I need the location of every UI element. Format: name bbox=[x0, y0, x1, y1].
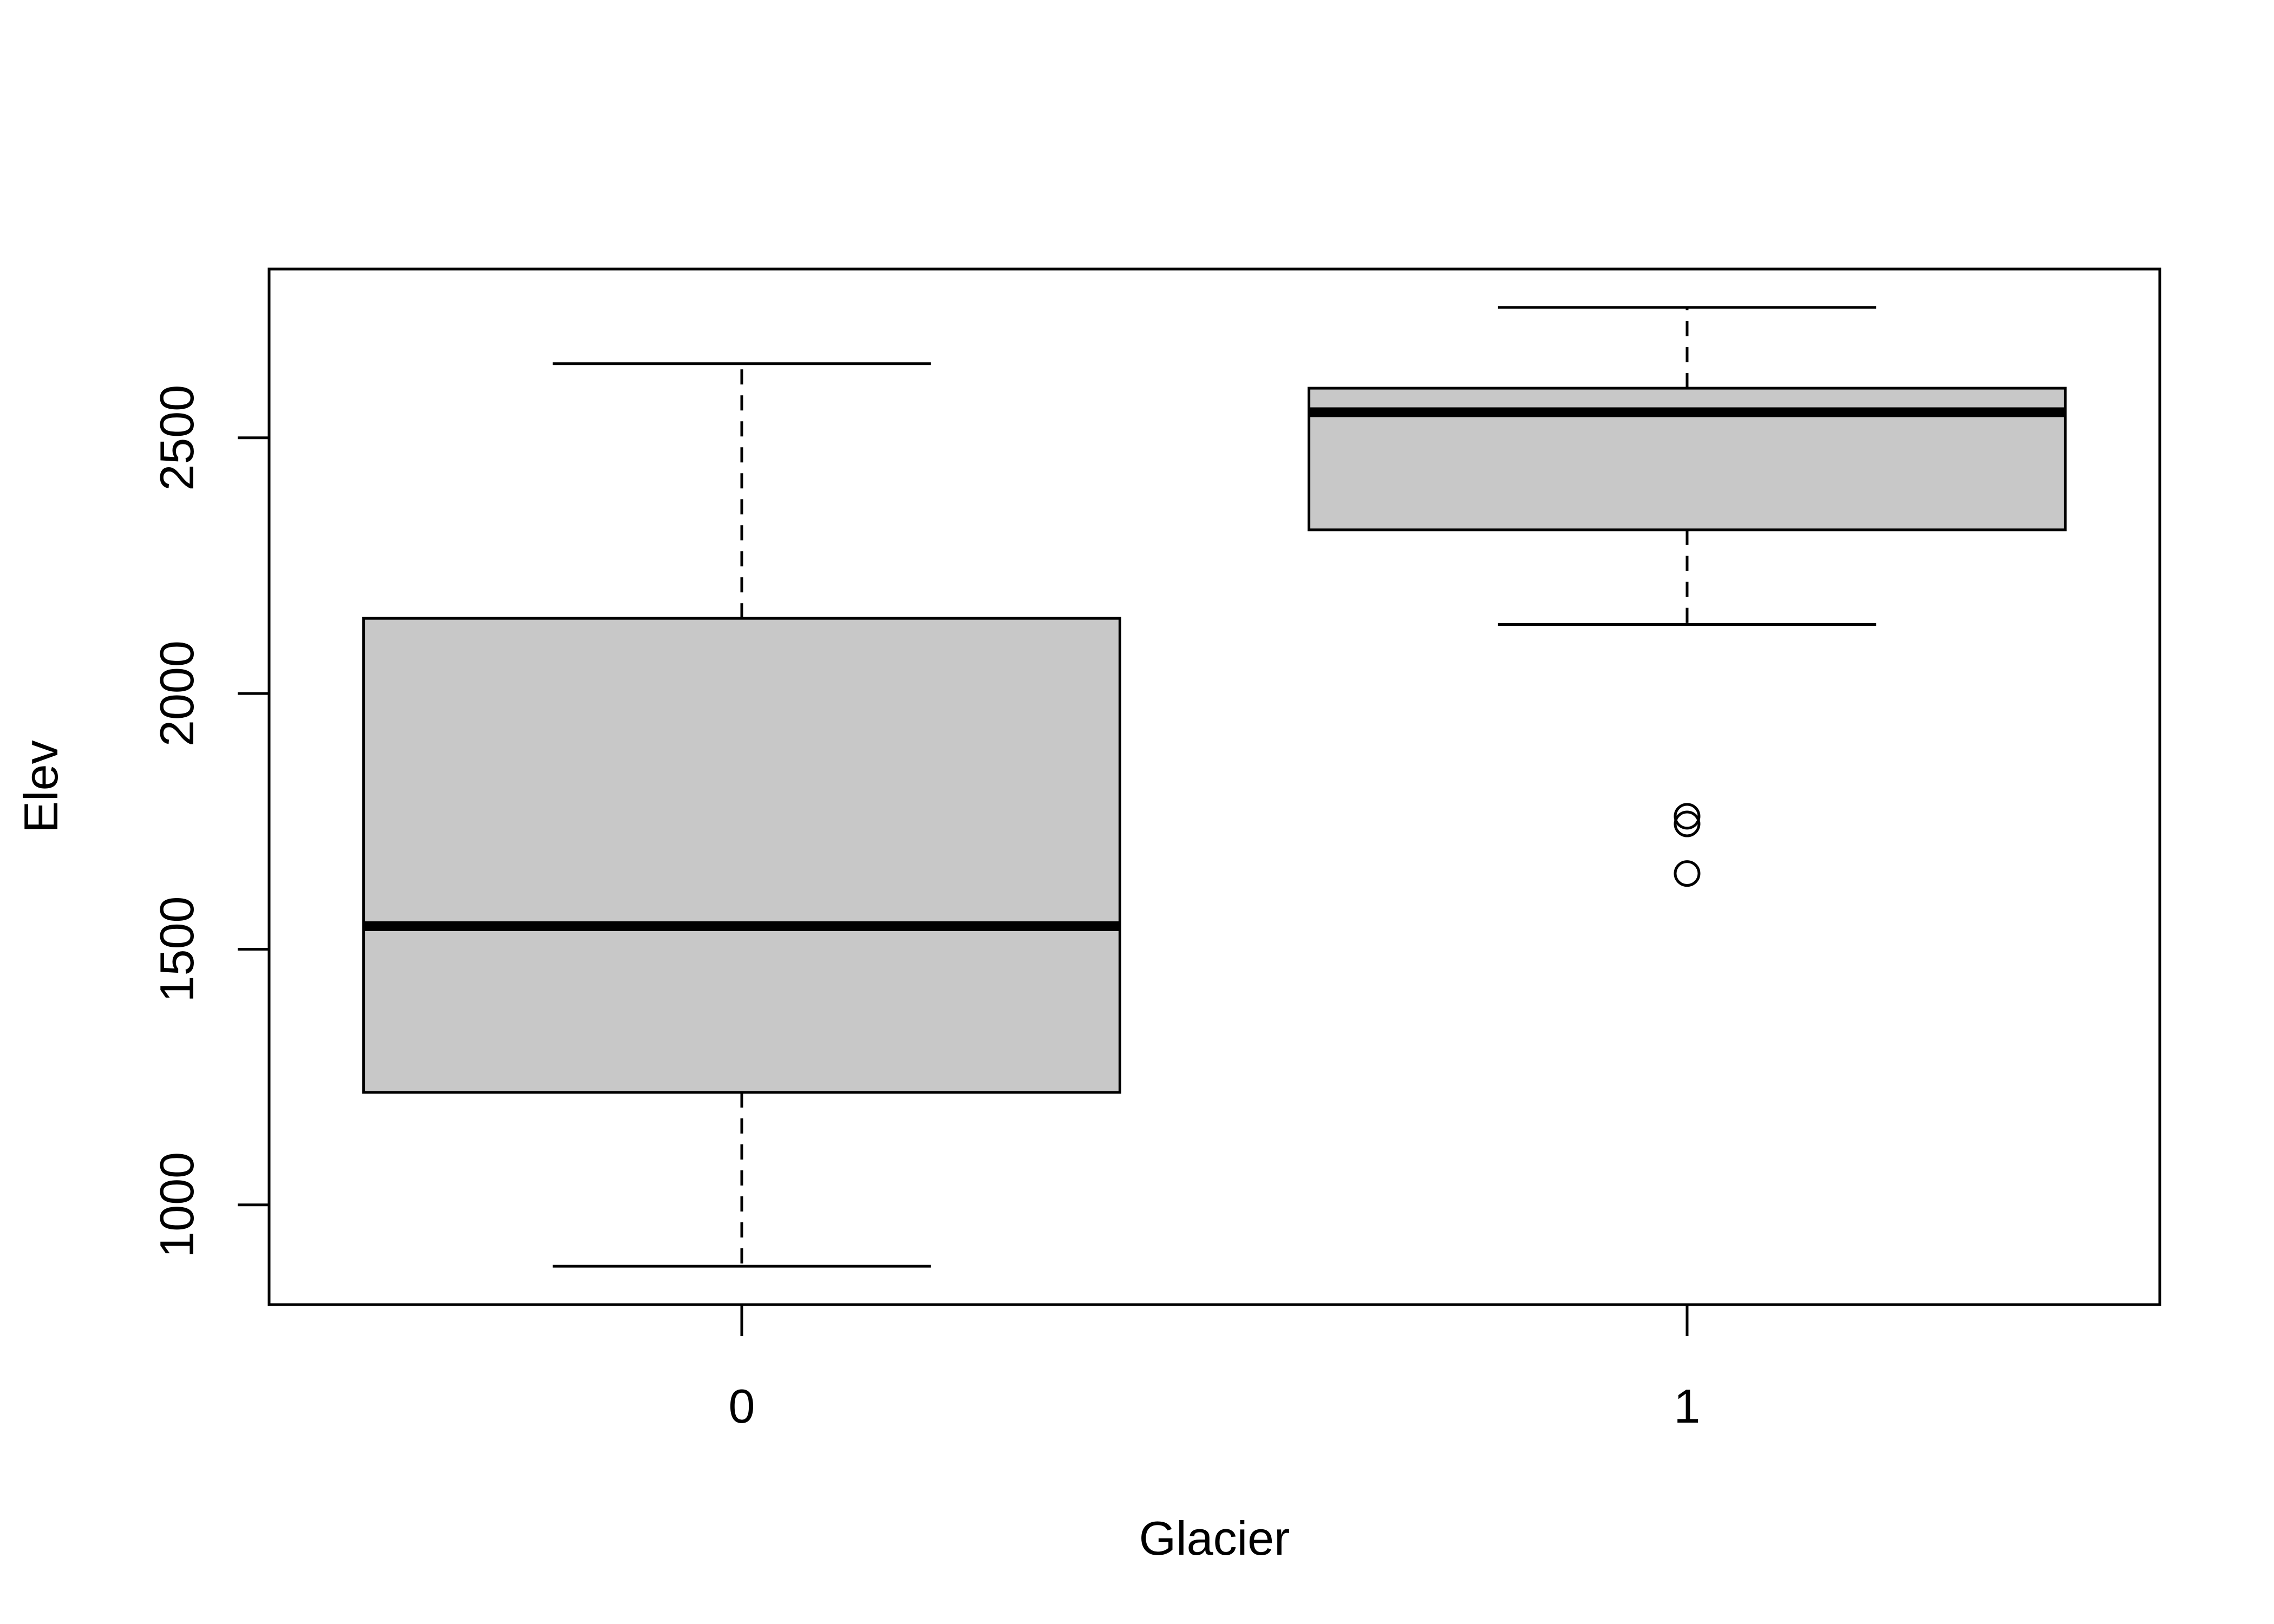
x-tick-label: 1 bbox=[1674, 1379, 1701, 1433]
outlier-point bbox=[1674, 810, 1701, 837]
box-group bbox=[362, 306, 2067, 1268]
x-tick-label: 0 bbox=[729, 1379, 755, 1433]
y-tick-label: 2500 bbox=[150, 385, 204, 491]
y-axis-title: Elev bbox=[14, 740, 68, 833]
x-axis-title: Glacier bbox=[1139, 1511, 1290, 1565]
y-axis: 1000 1500 2000 2500 bbox=[150, 385, 271, 1258]
y-tick-label: 1500 bbox=[150, 896, 204, 1003]
box-iqr bbox=[362, 617, 1121, 1094]
box-1 bbox=[1308, 306, 2067, 887]
outlier-point bbox=[1674, 860, 1701, 887]
box-0 bbox=[362, 362, 1121, 1268]
outlier-point bbox=[1674, 803, 1701, 830]
y-tick-label: 1000 bbox=[150, 1152, 204, 1258]
y-tick-label: 2000 bbox=[150, 640, 204, 746]
